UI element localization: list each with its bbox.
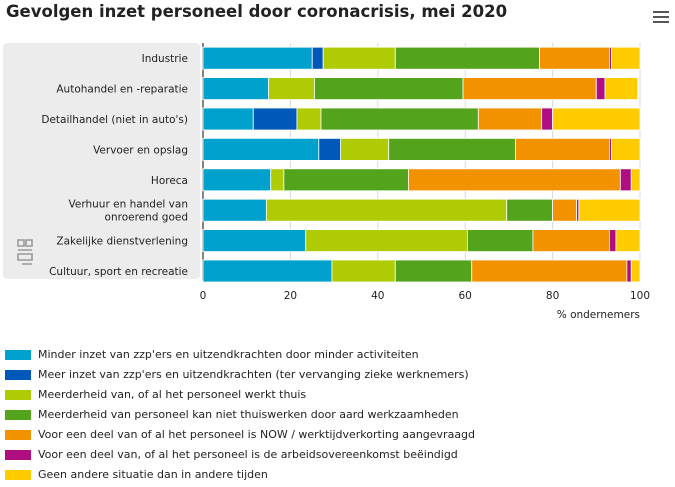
legend-swatch — [5, 410, 31, 420]
x-tick-label: 100 — [630, 290, 650, 302]
bar-segment[interactable] — [331, 259, 396, 283]
bar-segment[interactable] — [407, 168, 621, 192]
bar-segment[interactable] — [388, 137, 516, 161]
category-labels: Industrie Autohandel en -reparatie Detailh… — [41, 53, 188, 278]
bar-segment[interactable] — [202, 259, 333, 283]
bar-segment[interactable] — [202, 198, 267, 222]
bar-segment[interactable] — [311, 46, 324, 70]
bar-segment[interactable] — [296, 107, 322, 131]
bar-segment[interactable] — [394, 259, 473, 283]
hamburger-menu-icon[interactable] — [653, 11, 669, 25]
bar-segment[interactable] — [270, 168, 285, 192]
bar-segment[interactable] — [539, 46, 610, 70]
bar-segment[interactable] — [615, 229, 641, 253]
legend: Minder inzet van zzp'ers en uitzendkrach… — [5, 345, 670, 485]
bar-segment[interactable] — [202, 107, 254, 131]
x-tick-label: 40 — [371, 290, 384, 302]
x-tick-label: 20 — [284, 290, 297, 302]
bar-segment[interactable] — [268, 77, 315, 100]
bar-segment[interactable] — [340, 137, 390, 161]
legend-item[interactable]: Meer inzet van zzp'ers en uitzendkrachte… — [5, 365, 670, 385]
bar-segment[interactable] — [609, 229, 617, 253]
category-label: Zakelijke dienstverlening — [56, 236, 188, 248]
legend-swatch — [5, 370, 31, 380]
x-tick-label: 80 — [546, 290, 559, 302]
bar-segment[interactable] — [305, 229, 468, 253]
bar-segment[interactable] — [265, 198, 508, 222]
bar-segment[interactable] — [626, 259, 632, 283]
bar-segment[interactable] — [604, 77, 639, 100]
bars — [202, 46, 641, 283]
bar-segment[interactable] — [578, 198, 641, 222]
bar-segment[interactable] — [314, 77, 464, 100]
category-label: Vervoer en opslag — [93, 144, 188, 156]
bar-segment[interactable] — [322, 46, 396, 70]
bar-segment[interactable] — [283, 168, 409, 192]
bar-segment[interactable] — [318, 137, 342, 161]
legend-label: Meerderheid van personeel kan niet thuis… — [38, 408, 459, 421]
bar-segment[interactable] — [619, 168, 632, 192]
bar-segment[interactable] — [466, 229, 534, 253]
legend-label: Voor een deel van, of al het personeel i… — [38, 448, 458, 461]
tick-labels: 0 20 40 60 80 100 — [200, 290, 650, 302]
legend-label: Meerderheid van, of al het personeel wer… — [38, 388, 307, 401]
legend-item[interactable]: Meerderheid van personeel kan niet thuis… — [5, 405, 670, 425]
cbs-logo-icon — [17, 239, 33, 265]
legend-label: Geen andere situatie dan in andere tijde… — [38, 468, 268, 481]
bar-segment[interactable] — [506, 198, 553, 222]
legend-swatch — [5, 430, 31, 440]
category-panel — [3, 43, 200, 279]
legend-item[interactable]: Voor een deel van of al het personeel is… — [5, 425, 670, 445]
x-axis-label: % ondernemers — [557, 309, 640, 321]
bar-segment[interactable] — [611, 46, 641, 70]
bar-segment[interactable] — [541, 107, 553, 131]
legend-swatch — [5, 450, 31, 460]
category-label: Autohandel en -reparatie — [56, 84, 188, 96]
bar-segment[interactable] — [320, 107, 479, 131]
bar-segment[interactable] — [611, 137, 641, 161]
bar-segment[interactable] — [202, 77, 269, 100]
category-label: Horeca — [151, 175, 188, 187]
legend-label: Meer inzet van zzp'ers en uitzendkrachte… — [38, 368, 469, 381]
legend-swatch — [5, 390, 31, 400]
bar-segment[interactable] — [552, 198, 578, 222]
bar-segment[interactable] — [202, 137, 320, 161]
legend-swatch — [5, 350, 31, 360]
bar-segment[interactable] — [471, 259, 628, 283]
legend-item[interactable]: Meerderheid van, of al het personeel wer… — [5, 385, 670, 405]
bar-segment[interactable] — [477, 107, 543, 131]
bar-segment[interactable] — [630, 259, 641, 283]
category-label: Verhuur en handel van — [69, 199, 188, 211]
bar-segment[interactable] — [532, 229, 610, 253]
chart-svg: Industrie Autohandel en -reparatie Detailh… — [3, 43, 650, 321]
category-label: onroerend goed — [105, 212, 188, 224]
legend-label: Minder inzet van zzp'ers en uitzendkrach… — [38, 348, 419, 361]
bar-segment[interactable] — [630, 168, 641, 192]
chart-title: Gevolgen inzet personeel door coronacris… — [6, 2, 508, 21]
bar-segment[interactable] — [515, 137, 610, 161]
legend-item[interactable]: Minder inzet van zzp'ers en uitzendkrach… — [5, 345, 670, 365]
x-tick-label: 60 — [459, 290, 472, 302]
legend-swatch — [5, 470, 31, 480]
legend-item[interactable]: Voor een deel van, of al het personeel i… — [5, 445, 670, 465]
bar-segment[interactable] — [552, 107, 641, 131]
bar-segment[interactable] — [595, 77, 606, 100]
bar-segment[interactable] — [202, 168, 272, 192]
bar-segment[interactable] — [462, 77, 597, 100]
bar-segment[interactable] — [252, 107, 298, 131]
legend-item[interactable]: Geen andere situatie dan in andere tijde… — [5, 465, 670, 485]
bar-segment[interactable] — [202, 229, 307, 253]
category-label: Cultuur, sport en recreatie — [49, 266, 188, 278]
category-label: Detailhandel (niet in auto's) — [41, 114, 188, 126]
category-label: Industrie — [142, 53, 188, 65]
legend-label: Voor een deel van of al het personeel is… — [38, 428, 476, 441]
bar-segment[interactable] — [202, 46, 313, 70]
x-tick-label: 0 — [200, 290, 207, 302]
bar-segment[interactable] — [394, 46, 540, 70]
